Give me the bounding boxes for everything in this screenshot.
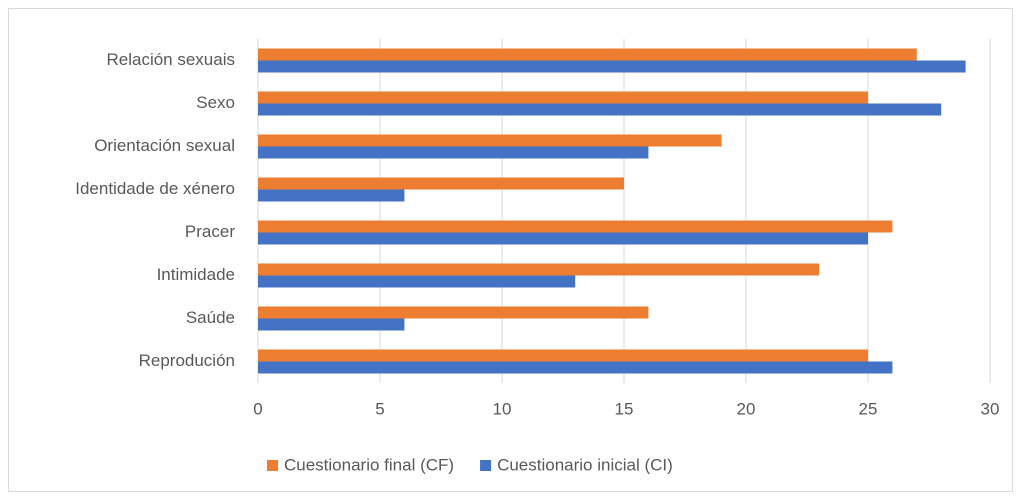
y-tick-label: Intimidade: [157, 265, 235, 284]
bar: [258, 134, 722, 147]
y-tick-label: Orientación sexual: [94, 136, 235, 155]
y-tick-label: Saúde: [186, 308, 235, 327]
y-tick-label: Reprodución: [139, 351, 235, 370]
x-tick-label: 20: [737, 399, 756, 418]
legend-swatch: [267, 460, 278, 471]
bar: [258, 189, 405, 202]
bar: [258, 263, 820, 276]
bar: [258, 220, 893, 233]
bar: [258, 146, 649, 159]
bar: [258, 91, 868, 104]
legend-label: Cuestionario inicial (CI): [497, 455, 673, 474]
bar: [258, 318, 405, 331]
bar: [258, 361, 893, 374]
bar: [258, 60, 966, 73]
x-tick-label: 0: [253, 399, 262, 418]
bar: [258, 48, 917, 61]
y-tick-label: Identidade de xénero: [75, 179, 235, 198]
x-tick-label: 15: [615, 399, 634, 418]
y-tick-label: Sexo: [196, 93, 235, 112]
y-tick-label: Relación sexuais: [106, 50, 235, 69]
chart-frame: [8, 8, 1013, 492]
bar: [258, 349, 868, 362]
x-tick-label: 5: [375, 399, 384, 418]
bar: [258, 275, 576, 288]
legend-swatch: [480, 460, 492, 471]
x-tick-label: 25: [859, 399, 878, 418]
bar: [258, 232, 868, 245]
legend-label: Cuestionario final (CF): [284, 455, 454, 474]
bar: [258, 177, 624, 190]
x-tick-label: 10: [493, 399, 512, 418]
y-tick-label: Pracer: [185, 222, 235, 241]
bar: [258, 306, 649, 319]
bar: [258, 103, 942, 116]
x-tick-label: 30: [981, 399, 1000, 418]
